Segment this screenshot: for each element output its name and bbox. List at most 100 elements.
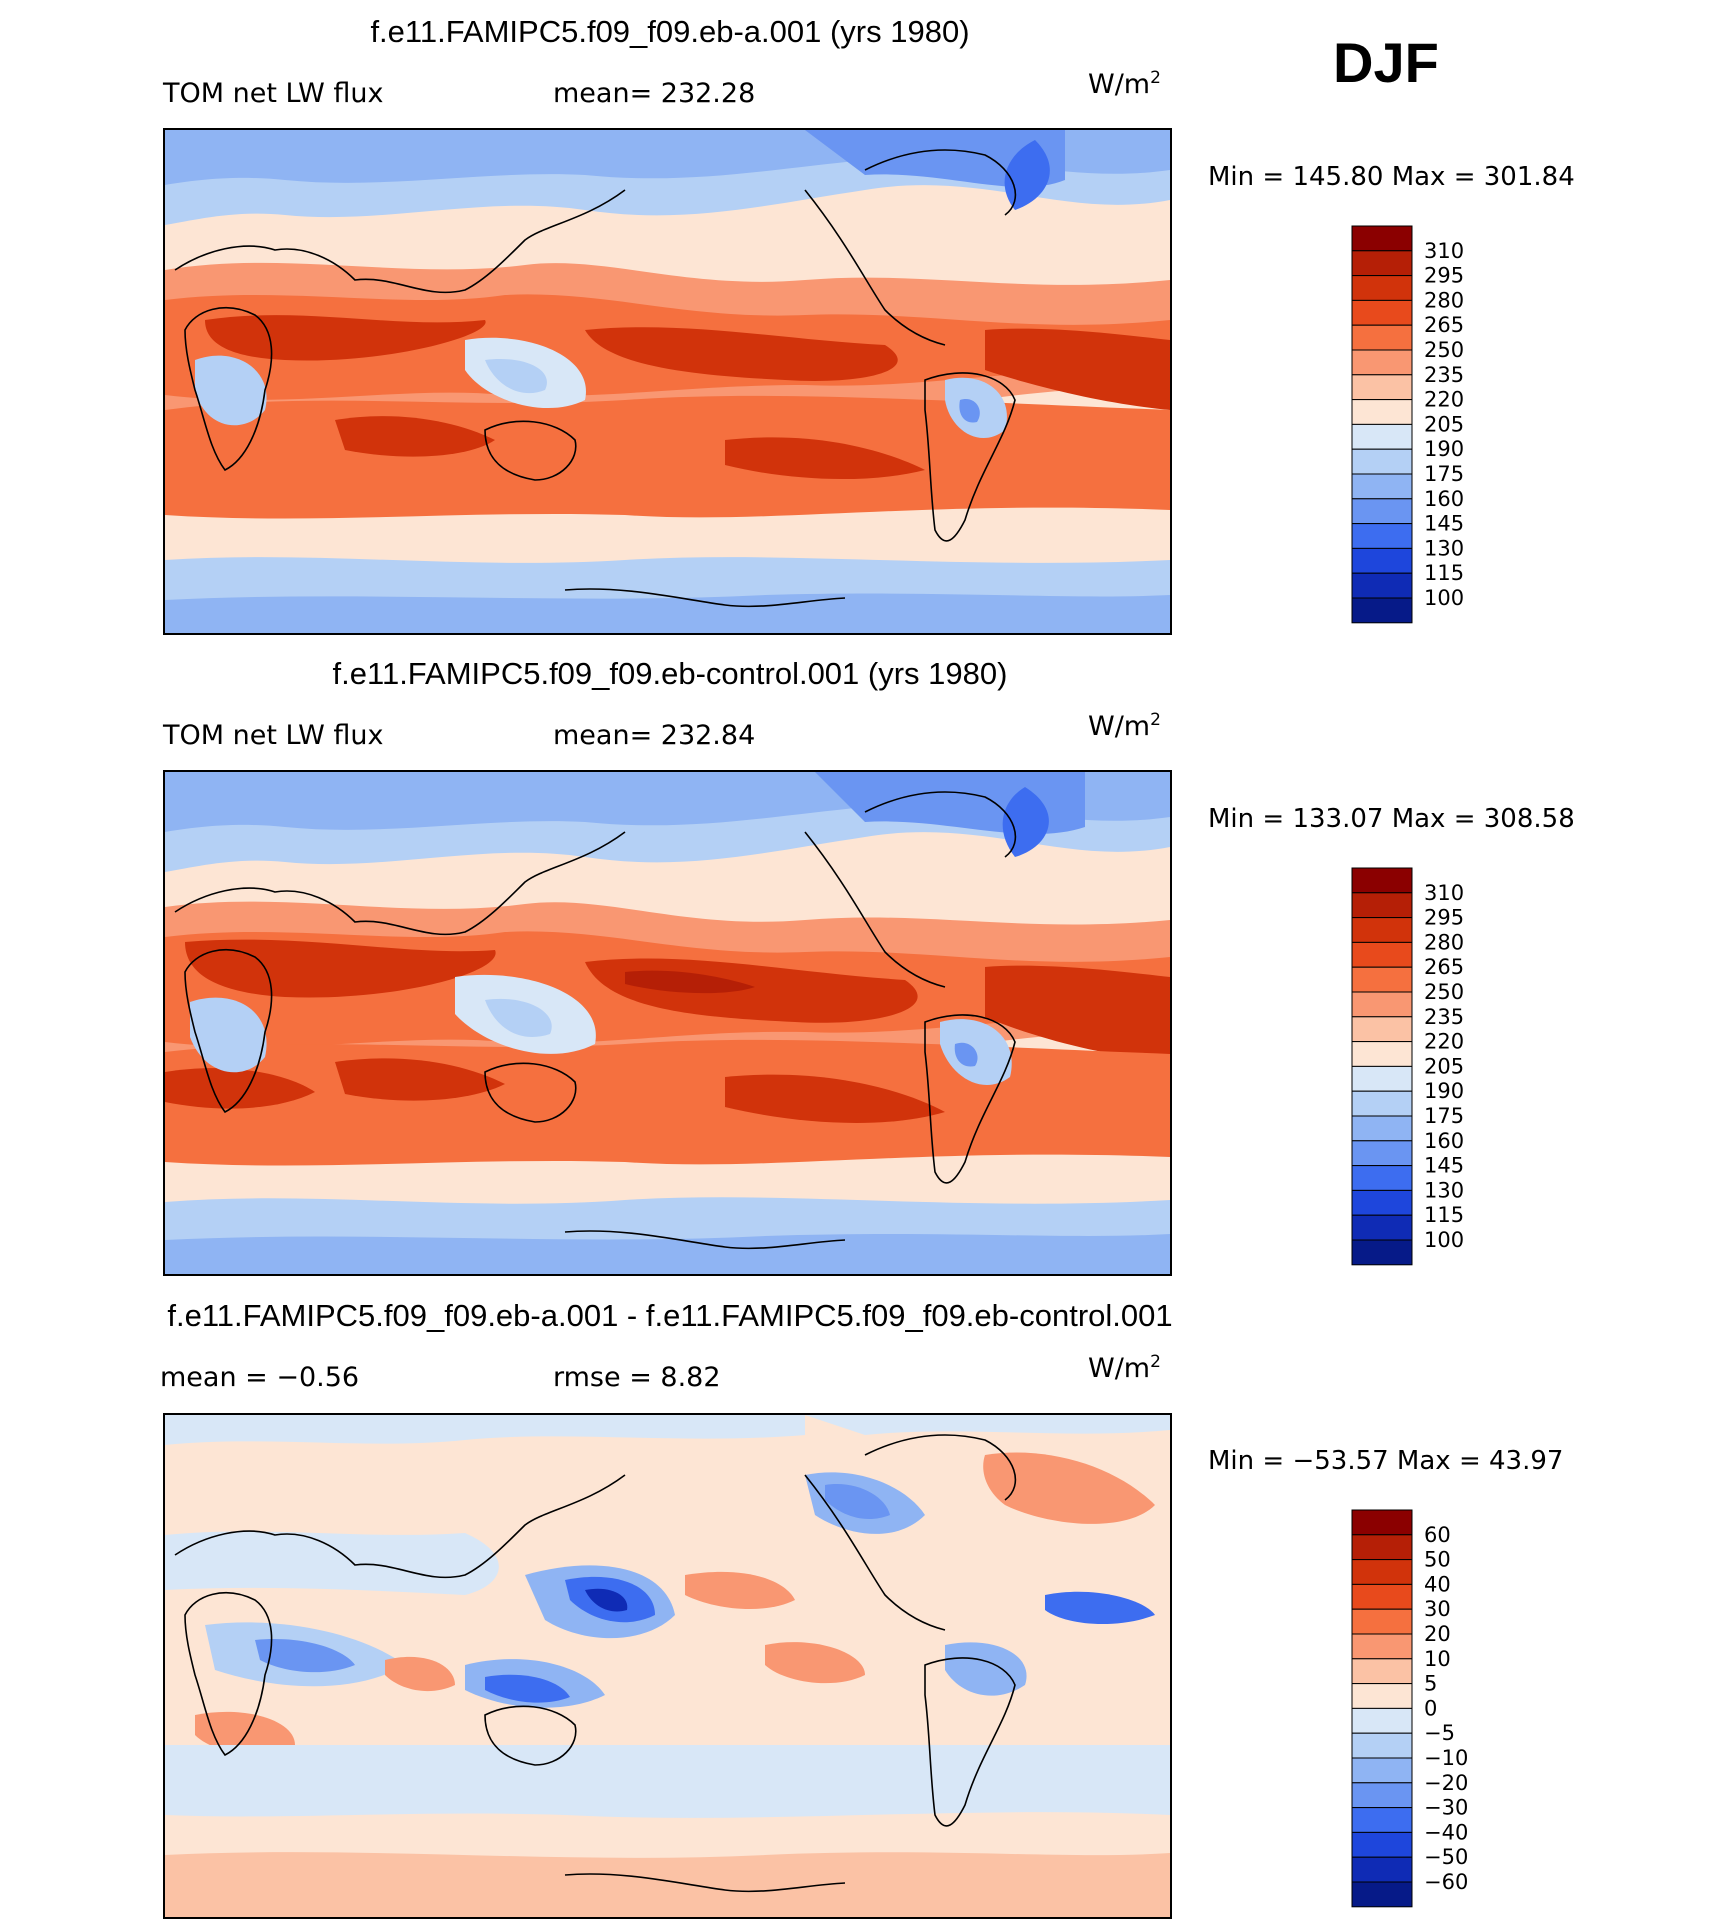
panel-3-colorbar-box-10 — [1351, 1757, 1413, 1784]
season-label: DJF — [1333, 31, 1439, 94]
panel-3-rmse-label: rmse = 8.82 — [553, 1362, 721, 1393]
panel-3-coast-eurasia — [174, 1474, 626, 1579]
panel-2-colorbar-box-7 — [1351, 1041, 1413, 1067]
panel-2-colorbar-box-9 — [1351, 1090, 1413, 1117]
panel-3-colorbar-label-9: −10 — [1424, 1746, 1468, 1770]
panel-1-colorbar-box-5 — [1351, 349, 1413, 376]
panel-1-colorbar-box-1 — [1351, 250, 1413, 277]
panel-3-field-pacific-peak — [585, 1588, 628, 1612]
panel-2-colorbar-label-10: 160 — [1424, 1129, 1464, 1153]
panel-3-colorbar-box-8 — [1351, 1707, 1413, 1734]
panel-3-colorbar-label-3: 30 — [1424, 1597, 1451, 1621]
panel-2-colorbar-box-1 — [1351, 892, 1413, 919]
panel-3-colorbar-label-0: 60 — [1424, 1523, 1451, 1547]
panel-2-colorbar-box-11 — [1351, 1140, 1413, 1167]
panel-1-coastlines — [174, 149, 1017, 608]
panel-2-coast-australia — [484, 1062, 577, 1123]
panel-1-coast-africa — [184, 307, 273, 472]
panel-2-colorbar-label-14: 100 — [1424, 1228, 1464, 1252]
panel-3-coast-antarctica — [564, 1873, 846, 1893]
panel-3-colorbar-box-13 — [1351, 1831, 1413, 1858]
panel-3-colorbar-label-5: 10 — [1424, 1647, 1451, 1671]
panel-2-field-greenland-core — [1002, 787, 1049, 857]
panel-1-variable-label: TOM net LW flux — [163, 78, 384, 109]
panel-1-colorbar-svg: 3102952802652502352202051901751601451301… — [1351, 225, 1464, 624]
panel-3-colorbar-label-8: −5 — [1424, 1721, 1455, 1745]
panel-2-colorbar-label-5: 235 — [1424, 1005, 1464, 1029]
panel-2-colorbar-label-4: 250 — [1424, 980, 1464, 1004]
panel-1-colorbar-box-3 — [1351, 299, 1413, 326]
panel-2-coastlines — [174, 791, 1017, 1250]
panel-1-colorbar-label-7: 205 — [1424, 412, 1464, 436]
panel-3-field-nh-slight-cold-2 — [805, 1415, 1170, 1435]
panel-1-colorbar-label-1: 295 — [1424, 264, 1464, 288]
panel-1-field-maritime-core — [485, 359, 547, 394]
panel-2-coast-eurasia — [174, 831, 626, 936]
panel-1-colorbar-box-7 — [1351, 399, 1413, 425]
panel-1-field-warm-core-3 — [985, 328, 1170, 410]
panel-2-coast-africa — [184, 949, 273, 1114]
panel-1-field-sh-polar-core — [165, 593, 1170, 633]
panel-2-map — [163, 770, 1172, 1276]
panel-1-colorbar-box-11 — [1351, 498, 1413, 525]
panel-2-colorbar-box-3 — [1351, 941, 1413, 968]
panel-1-units: W/m2 — [1088, 68, 1161, 100]
panel-2-field-warm-peak — [625, 970, 755, 994]
panel-3-field-sh-polar-warm — [165, 1852, 1170, 1917]
panel-1-field-samerica-core — [959, 399, 980, 423]
panel-3-field-samerica-cold — [945, 1642, 1027, 1696]
panel-2-colorbar-box-8 — [1351, 1065, 1413, 1092]
panel-1-coast-antarctica — [564, 588, 846, 608]
panel-1-coast-eurasia — [174, 189, 626, 294]
panel-3-field-warm-spot-2 — [685, 1571, 795, 1610]
panel-2-colorbar-label-1: 295 — [1424, 906, 1464, 930]
panel-2-colorbar-label-6: 220 — [1424, 1030, 1464, 1054]
panel-1-colorbar-box-12 — [1351, 523, 1413, 549]
panel-3-map — [163, 1413, 1172, 1919]
panel-1-field-warm-core-1 — [205, 315, 486, 361]
panel-1-field-sh-core-1 — [335, 416, 495, 457]
panel-3-colorbar-label-14: −60 — [1424, 1870, 1468, 1894]
panel-3-colorbar-box-0 — [1351, 1509, 1413, 1536]
panel-2-colorbar-box-4 — [1351, 966, 1413, 993]
panel-2-map-svg — [165, 772, 1170, 1274]
panel-3-field-namerica-core — [825, 1484, 890, 1520]
panel-3-colorbar-box-12 — [1351, 1807, 1413, 1833]
panel-1-mean-label: mean= 232.28 — [553, 78, 756, 109]
panel-2-coast-greenland — [864, 791, 1017, 858]
panel-3-units: W/m2 — [1088, 1352, 1161, 1384]
panel-3-colorbar-box-6 — [1351, 1658, 1413, 1685]
panel-3-coast-samerica — [924, 1657, 1016, 1827]
panel-2-field-maritime-core — [485, 998, 552, 1037]
panel-1-colorbar-box-15 — [1351, 597, 1413, 624]
panel-2-field-sh-core-3 — [725, 1074, 945, 1123]
panel-1-minmax: Min = 145.80 Max = 301.84 — [1208, 162, 1575, 192]
panel-3-field-warm-spot-3 — [765, 1642, 865, 1684]
panel-2-colorbar-box-0 — [1351, 867, 1413, 894]
panel-2-field-warm-core-1 — [185, 939, 496, 998]
panel-3-coast-australia — [484, 1705, 577, 1766]
panel-3-colorbar-box-11 — [1351, 1782, 1413, 1809]
panel-3-title: f.e11.FAMIPC5.f09_f09.eb-a.001 - f.e11.F… — [167, 1298, 1173, 1333]
panel-2-colorbar-label-7: 205 — [1424, 1054, 1464, 1078]
panel-1-coast-samerica — [924, 372, 1016, 542]
panel-2-colorbar: 310 295 280 265 250 235 220 205 190 175 160 145 130 1… — [1351, 867, 1512, 1268]
panel-1-colorbar-label-13: 115 — [1424, 561, 1464, 585]
panel-3-map-svg — [165, 1415, 1170, 1917]
panel-1-colorbar-label-5: 235 — [1424, 363, 1464, 387]
panel-3-colorbar-box-2 — [1351, 1559, 1413, 1585]
panel-2-colorbar-box-13 — [1351, 1189, 1413, 1216]
panel-2-field-sh-warm — [165, 1039, 1170, 1166]
panel-1-colorbar-label-9: 175 — [1424, 462, 1464, 486]
panel-1-colorbar-label-14: 100 — [1424, 586, 1464, 610]
panel-3-field-maritime-core — [485, 1674, 570, 1703]
panel-2-colorbar-box-5 — [1351, 991, 1413, 1018]
panel-2-coast-namerica-west — [804, 831, 946, 988]
panel-3-coast-namerica-west — [804, 1474, 946, 1631]
panel-1-colorbar-box-2 — [1351, 275, 1413, 301]
panel-2-title: f.e11.FAMIPC5.f09_f09.eb-control.001 (yr… — [332, 656, 1008, 691]
panel-3-colorbar-label-11: −30 — [1424, 1796, 1468, 1820]
panel-1-colorbar-label-0: 310 — [1424, 239, 1464, 263]
panel-3-colorbar-label-12: −40 — [1424, 1820, 1468, 1844]
